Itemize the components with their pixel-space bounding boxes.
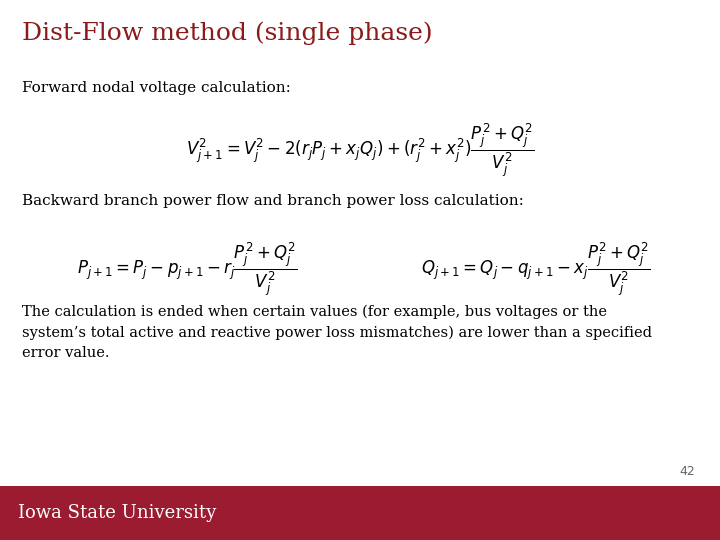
Text: Iowa State University: Iowa State University (18, 504, 216, 522)
Bar (0, 486, 720, 540)
Text: Forward nodal voltage calculation:: Forward nodal voltage calculation: (22, 81, 290, 95)
Text: Dist-Flow method (single phase): Dist-Flow method (single phase) (22, 22, 432, 45)
Text: $V_{j+1}^{2} = V_{j}^{2} -2(r_j P_j + x_j Q_j) + (r_j^{2} + x_j^{2})\dfrac{P_j^{: $V_{j+1}^{2} = V_{j}^{2} -2(r_j P_j + x_… (186, 122, 534, 179)
Text: Backward branch power flow and branch power loss calculation:: Backward branch power flow and branch po… (22, 194, 523, 208)
Text: 42: 42 (679, 465, 695, 478)
Text: The calculation is ended when certain values (for example, bus voltages or the
s: The calculation is ended when certain va… (22, 305, 652, 360)
Text: $P_{j+1} = P_j - p_{j+1} - r_j\dfrac{P_j^{2}+Q_j^{2}}{V_j^{2}}$: $P_{j+1} = P_j - p_{j+1} - r_j\dfrac{P_j… (77, 240, 297, 298)
Text: $Q_{j+1} = Q_j - q_{j+1} - x_j\dfrac{P_j^{2}+Q_j^{2}}{V_j^{2}}$: $Q_{j+1} = Q_j - q_{j+1} - x_j\dfrac{P_j… (421, 240, 652, 298)
